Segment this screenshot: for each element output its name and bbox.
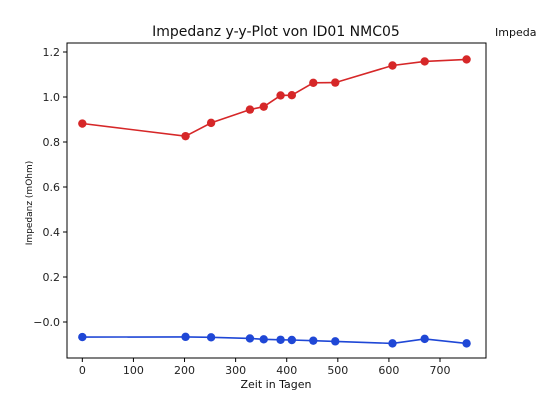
series-1-point [420,334,429,344]
y-tick-label: 0.8 [43,136,61,149]
y-tick-label: 0.6 [43,181,61,194]
series-1-point [259,335,268,344]
series-1-point [276,335,285,344]
y-axis-label: Impedanz (mOhm) [25,161,35,246]
series-0-point [287,91,297,100]
x-tick-label: 600 [378,364,399,377]
x-tick-label: 300 [225,364,246,377]
series-layer [78,55,471,348]
x-tick-label: 500 [327,364,348,377]
series-1-point [462,339,471,348]
series-0-point [388,61,397,70]
x-tick-label: 200 [174,364,195,377]
series-1-point [181,332,190,342]
series-1-point [245,334,255,343]
series-line-0 [82,58,467,138]
y-tick-label: 0.2 [43,271,61,284]
series-0-point [259,102,268,111]
series-0-point [309,78,318,88]
y-tick-label: −0.0 [33,316,60,329]
x-axis-label: Zeit in Tagen [240,378,311,391]
series-1-point [331,337,340,346]
x-tick-label: 400 [276,364,297,377]
series-0-point [78,119,87,128]
plot-frame [66,42,487,359]
series-0-point [181,131,190,141]
series-1-point [287,335,297,345]
x-tick-label: 100 [123,364,144,377]
y-tick-label: 1.0 [43,91,61,104]
y-tick-label: 1.2 [43,46,61,59]
y-tick-label: 0.4 [43,226,61,239]
x-tick-label: 0 [79,364,86,377]
series-1-point [78,332,87,342]
series-1-point [309,336,318,345]
series-0-point [420,57,429,66]
series-0-point [245,105,255,114]
series-0-point [276,91,285,100]
series-line-1 [82,336,467,345]
series-0-point [462,55,471,64]
x-tick-label: 700 [430,364,451,377]
series-1-point [388,339,397,348]
axis-ticks: 0 100 200 300 400 500 600 700 −0.0 0.2 0.4 0.6 0.8 1.… [33,46,450,377]
series-0-point [331,78,340,87]
series-0-point [206,118,216,128]
chart-title: Impedanz y-y-Plot von ID01 NMC05 [152,24,400,40]
side-label-text: Impeda [495,26,536,39]
series-1-point [206,333,216,342]
